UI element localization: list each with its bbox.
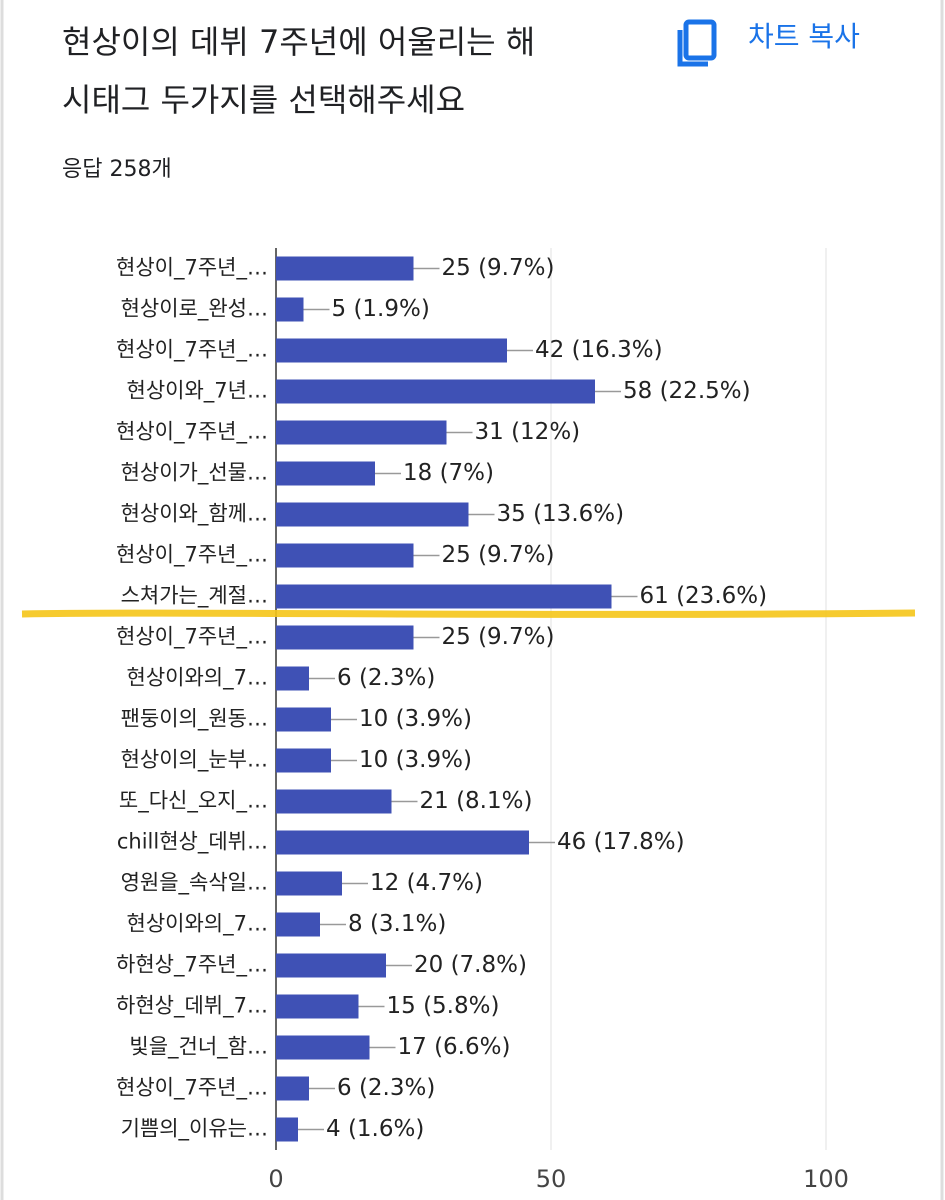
y-tick-label: 영원을_속삭일… xyxy=(121,871,268,896)
bar xyxy=(276,1117,298,1142)
y-tick-label: 현상이가_선물… xyxy=(121,461,268,486)
bar xyxy=(276,953,386,978)
bar xyxy=(276,666,309,691)
chart-title: 현상이의 데뷔 7주년에 어울리는 해 xyxy=(62,23,535,61)
y-tick-label: 현상이_7주년_… xyxy=(116,420,268,445)
bar xyxy=(276,338,507,363)
bar xyxy=(276,871,342,896)
value-label: 25 (9.7%) xyxy=(442,624,555,650)
y-tick-label: 빛을_건너_함… xyxy=(129,1035,268,1060)
value-label: 61 (23.6%) xyxy=(640,583,768,609)
bar xyxy=(276,256,414,281)
copy-label[interactable]: 차트 복사 xyxy=(748,20,860,53)
value-label: 6 (2.3%) xyxy=(337,1075,435,1101)
value-label: 17 (6.6%) xyxy=(398,1034,511,1060)
y-tick-label: 현상이와_함께… xyxy=(121,502,268,527)
y-tick-label: 현상이와의_7… xyxy=(127,666,268,691)
y-tick-label: 현상이_7주년_… xyxy=(116,625,268,650)
chart-subtitle: 응답 258개 xyxy=(62,157,172,182)
y-tick-label: 하현상_데뷔_7… xyxy=(116,994,268,1019)
value-label: 31 (12%) xyxy=(475,419,581,445)
bar xyxy=(276,625,414,650)
value-label: 25 (9.7%) xyxy=(442,542,555,568)
bar xyxy=(276,1035,370,1060)
bar xyxy=(276,379,595,404)
y-tick-label: 현상이와_7년… xyxy=(127,379,268,404)
y-tick-label: 현상이로_완성… xyxy=(121,297,268,322)
y-tick-label: 스쳐가는_계절… xyxy=(121,584,268,609)
y-tick-label: 현상이의_눈부… xyxy=(121,748,268,773)
y-tick-label: 현상이_7주년_… xyxy=(116,256,268,281)
value-label: 4 (1.6%) xyxy=(326,1116,424,1142)
chart-title: 시태그 두가지를 선택해주세요 xyxy=(62,81,465,119)
value-label: 42 (16.3%) xyxy=(535,337,663,363)
bar xyxy=(276,584,612,609)
value-label: 20 (7.8%) xyxy=(414,952,527,978)
value-label: 21 (8.1%) xyxy=(420,788,533,814)
y-tick-label: 현상이_7주년_… xyxy=(116,1076,268,1101)
copy-icon xyxy=(683,19,717,61)
bar xyxy=(276,461,375,486)
value-label: 8 (3.1%) xyxy=(348,911,446,937)
y-tick-label: chill현상_데뷔… xyxy=(117,830,268,855)
value-label: 15 (5.8%) xyxy=(387,993,500,1019)
bar xyxy=(276,502,469,527)
x-tick-label: 100 xyxy=(803,1165,849,1193)
value-label: 46 (17.8%) xyxy=(557,829,685,855)
y-tick-label: 또_다신_오지_… xyxy=(119,789,268,814)
value-label: 6 (2.3%) xyxy=(337,665,435,691)
value-label: 18 (7%) xyxy=(403,460,494,486)
value-label: 10 (3.9%) xyxy=(359,747,472,773)
copy-icon xyxy=(677,30,708,67)
x-tick-label: 50 xyxy=(536,1165,567,1193)
y-tick-label: 하현상_7주년_… xyxy=(116,953,268,978)
y-tick-label: 팬둥이의_원동… xyxy=(121,707,268,732)
bar xyxy=(276,1076,309,1101)
value-label: 12 (4.7%) xyxy=(370,870,483,896)
bar xyxy=(276,707,331,732)
bar xyxy=(276,830,529,855)
x-tick-label: 0 xyxy=(268,1165,283,1193)
y-tick-label: 현상이와의_7… xyxy=(127,912,268,937)
bar xyxy=(276,789,392,814)
y-tick-label: 현상이_7주년_… xyxy=(116,543,268,568)
bar xyxy=(276,748,331,773)
bar xyxy=(276,994,359,1019)
y-tick-label: 기쁨의_이유는… xyxy=(121,1117,268,1142)
bar xyxy=(276,297,304,322)
value-label: 5 (1.9%) xyxy=(332,296,430,322)
highlighter-stroke xyxy=(21,609,916,618)
value-label: 35 (13.6%) xyxy=(497,501,625,527)
bar xyxy=(276,912,320,937)
bar xyxy=(276,543,414,568)
value-label: 25 (9.7%) xyxy=(442,255,555,281)
copy-button[interactable]: 차트 복사 xyxy=(677,19,860,67)
bar xyxy=(276,420,447,445)
y-tick-label: 현상이_7주년_… xyxy=(116,338,268,363)
value-label: 10 (3.9%) xyxy=(359,706,472,732)
value-label: 58 (22.5%) xyxy=(623,378,751,404)
